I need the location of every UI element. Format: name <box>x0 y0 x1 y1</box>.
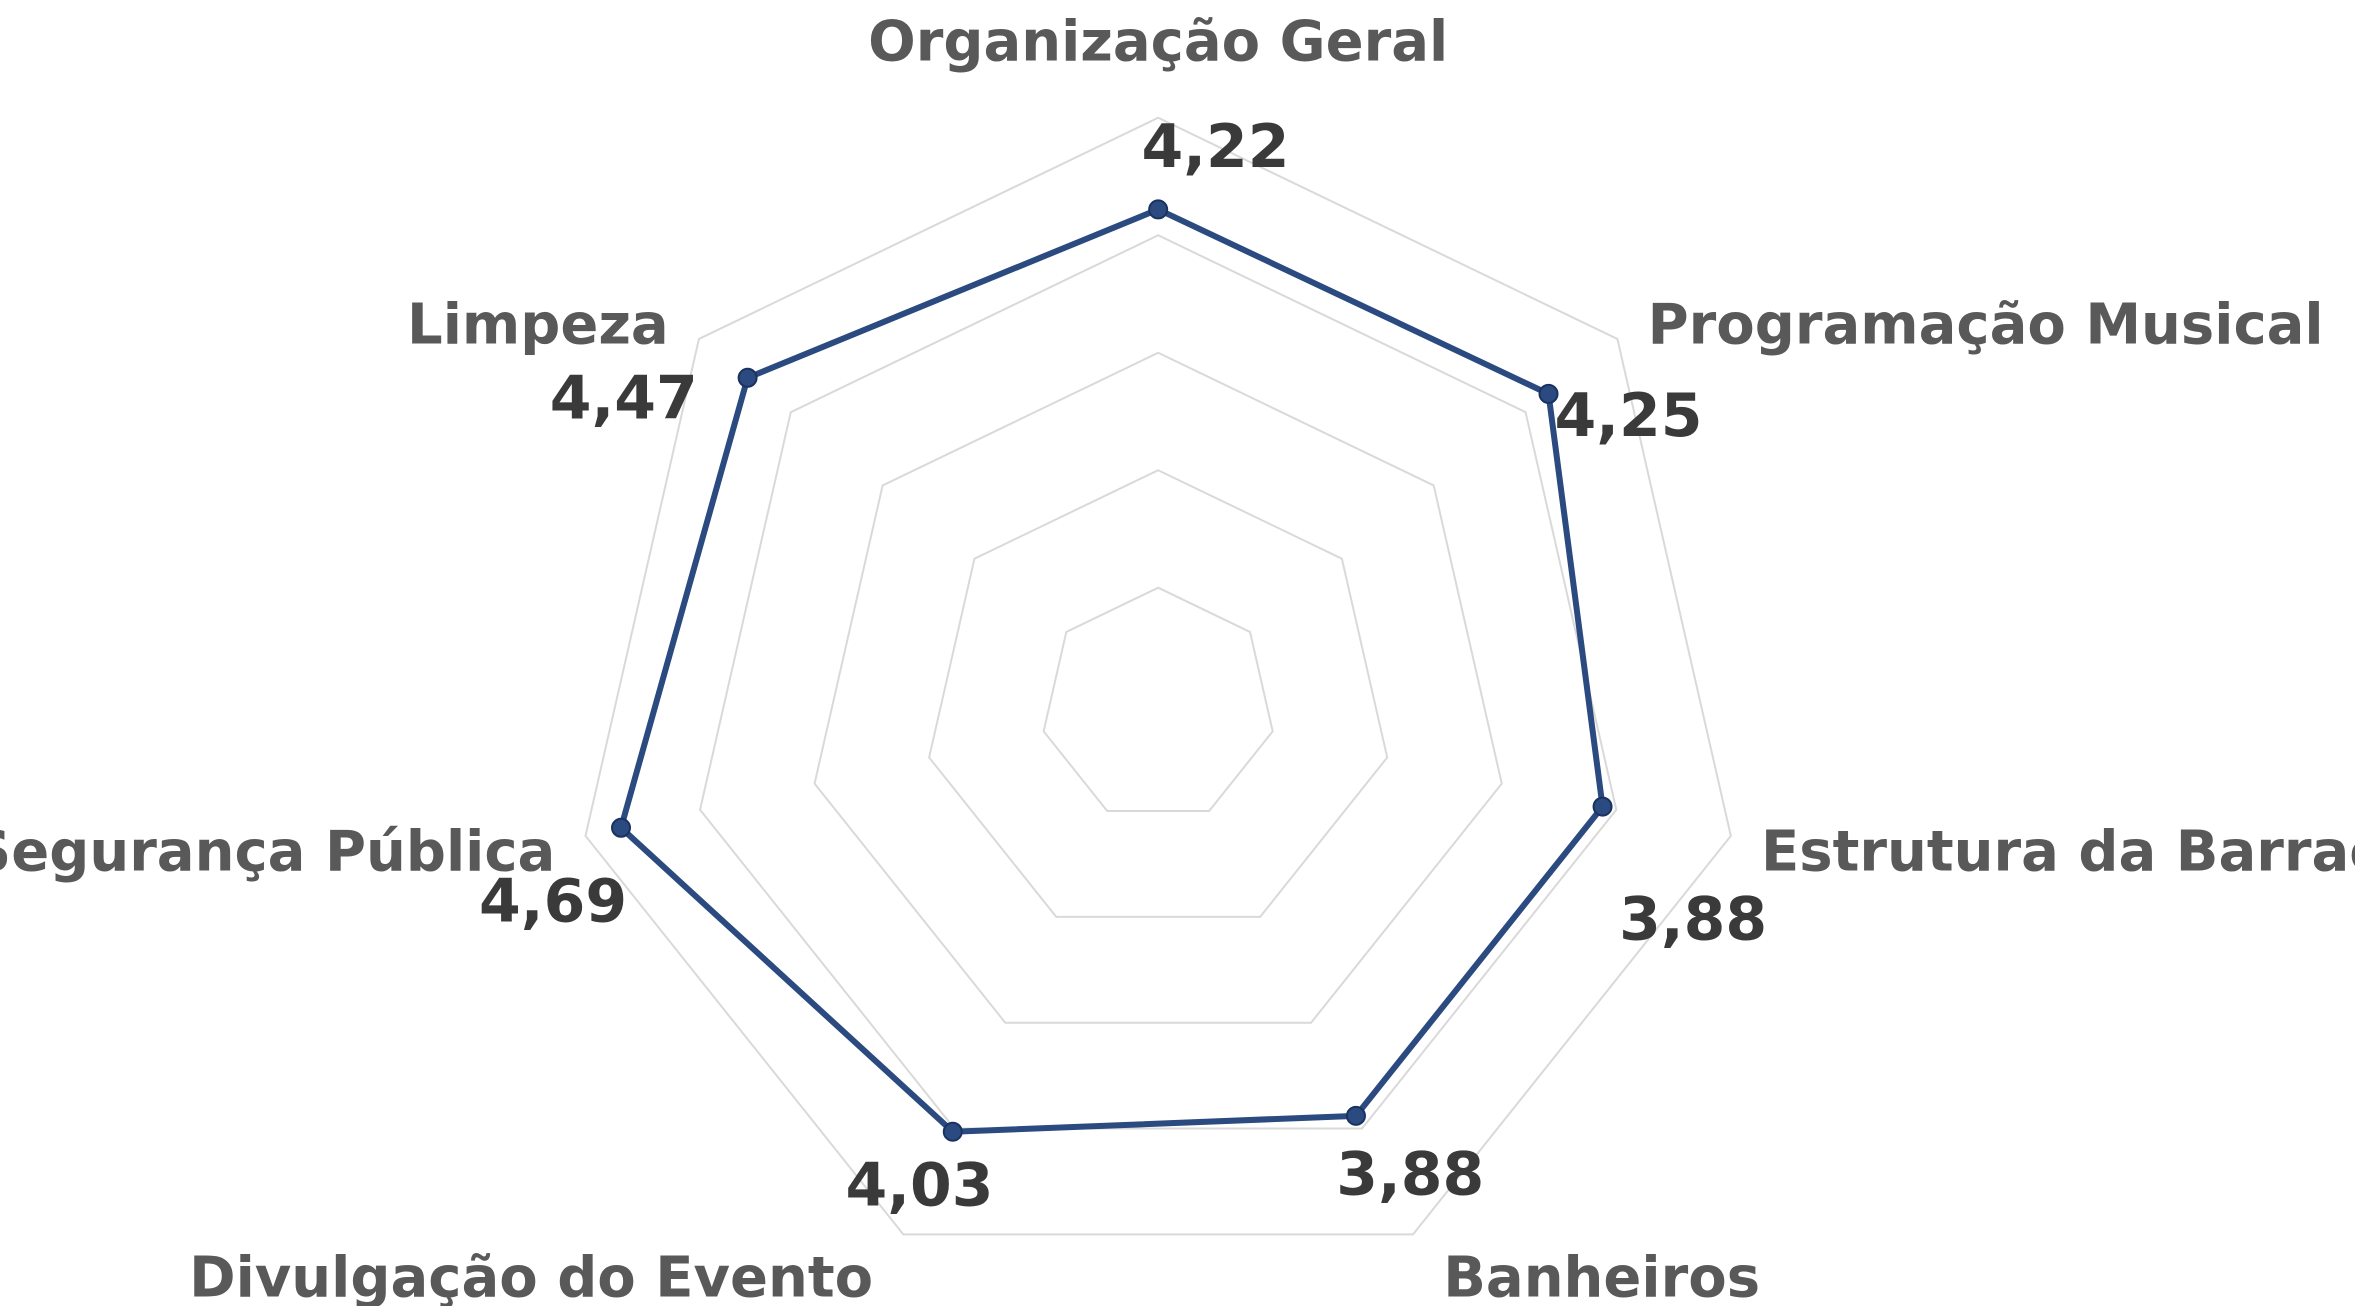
category-label: Limpeza <box>407 293 669 358</box>
value-label: 4,47 <box>550 364 698 434</box>
value-label: 3,88 <box>1619 884 1767 954</box>
grid-ring <box>813 351 1503 1024</box>
category-label: Estrutura da Barraca <box>1761 820 2355 885</box>
grid-ring <box>584 116 1732 1236</box>
grid-ring <box>1042 586 1274 813</box>
category-label: Organização Geral <box>868 9 1448 74</box>
grid-ring <box>928 469 1389 918</box>
data-point <box>1538 383 1559 404</box>
category-label: Segurança Pública <box>0 820 555 885</box>
data-point <box>942 1121 963 1142</box>
value-label: 4,03 <box>846 1151 994 1221</box>
category-label: Banheiros <box>1443 1245 1760 1306</box>
value-label: 4,22 <box>1142 112 1290 182</box>
category-label: Programação Musical <box>1648 293 2324 358</box>
value-label: 3,88 <box>1336 1139 1484 1209</box>
category-label: Divulgação do Evento <box>189 1245 873 1306</box>
data-point <box>1592 796 1613 817</box>
data-point <box>1345 1105 1366 1126</box>
value-label: 4,69 <box>479 866 627 936</box>
grid-ring <box>698 234 1618 1130</box>
data-point <box>1148 199 1169 220</box>
value-label: 4,25 <box>1555 381 1703 451</box>
data-point <box>737 367 758 388</box>
data-point <box>611 817 632 838</box>
data-line <box>618 206 1606 1135</box>
